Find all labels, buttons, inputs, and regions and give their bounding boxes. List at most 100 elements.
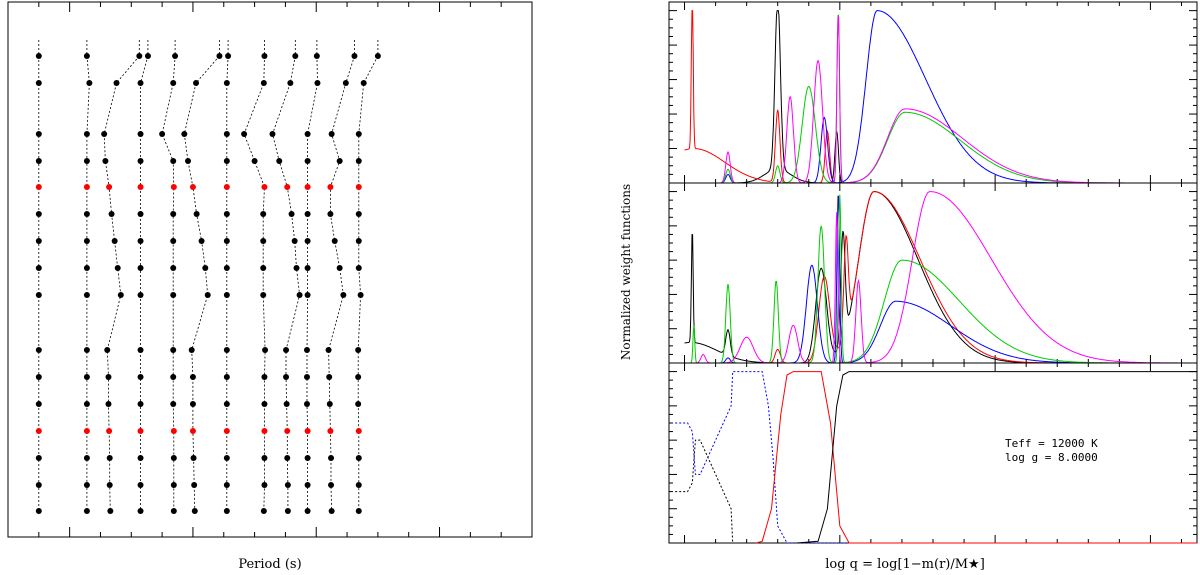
period-dot xyxy=(137,508,144,514)
period-dot xyxy=(276,158,283,164)
period-dot xyxy=(336,265,343,271)
period-dot xyxy=(181,131,188,137)
period-dot xyxy=(325,347,332,353)
left-x-ticks xyxy=(7,2,502,537)
period-dot xyxy=(170,508,177,514)
period-dot xyxy=(314,80,321,86)
period-dot xyxy=(355,238,362,244)
period-dot xyxy=(304,211,311,217)
ref-period-dot xyxy=(261,428,268,434)
mode-11-connector xyxy=(328,40,355,512)
period-dot xyxy=(107,508,114,514)
period-dot xyxy=(223,347,230,353)
period-dot xyxy=(283,401,290,407)
abundance-profile-curve xyxy=(755,371,1197,544)
period-dot xyxy=(83,53,90,59)
period-dot xyxy=(223,401,230,407)
ref-period-dot xyxy=(284,184,291,190)
period-dot xyxy=(223,211,230,217)
period-dot xyxy=(105,401,112,407)
mode-12-connector xyxy=(357,40,379,511)
ref-period-dot xyxy=(223,428,230,434)
period-dot xyxy=(83,508,90,514)
period-dot xyxy=(170,265,177,271)
period-dot xyxy=(137,131,144,137)
period-dot xyxy=(170,158,177,164)
period-dot xyxy=(83,292,90,298)
period-dot xyxy=(241,131,248,137)
ref-period-dot xyxy=(304,428,311,434)
period-dot xyxy=(260,211,267,217)
period-dot xyxy=(83,347,90,353)
mode-7-connector xyxy=(226,40,229,511)
period-dot xyxy=(191,508,198,514)
weight-function-curve xyxy=(684,10,1197,184)
period-dot xyxy=(262,347,269,353)
period-dot xyxy=(355,508,362,514)
period-dot xyxy=(102,158,109,164)
period-dot xyxy=(328,482,335,488)
period-dot xyxy=(35,508,42,514)
period-dot xyxy=(355,482,362,488)
period-dot xyxy=(260,292,267,298)
right-y-axis-label: Normalized weight functions xyxy=(619,184,633,360)
ref-period-dot xyxy=(189,184,196,190)
left-period-chart: Period (s) xyxy=(7,1,533,572)
period-dot xyxy=(296,292,303,298)
period-dot xyxy=(261,53,268,59)
left-plot-frame xyxy=(7,1,533,538)
period-dot xyxy=(261,401,268,407)
ref-period-dot xyxy=(304,184,311,190)
period-dot xyxy=(114,265,121,271)
abundance-profile-curve xyxy=(675,439,1197,544)
ref-period-dot xyxy=(137,428,144,434)
period-dot xyxy=(304,292,311,298)
period-dot xyxy=(35,265,42,271)
period-dot xyxy=(137,455,144,461)
weight-function-curve xyxy=(684,10,1197,184)
period-dot xyxy=(117,292,124,298)
period-dot xyxy=(170,482,177,488)
period-dot xyxy=(35,455,42,461)
period-dot xyxy=(189,374,196,380)
period-dot xyxy=(35,374,42,380)
period-dot xyxy=(137,158,144,164)
ref-period-dot xyxy=(189,428,196,434)
period-dot xyxy=(101,131,108,137)
ref-period-dot xyxy=(106,184,113,190)
period-dot xyxy=(106,482,113,488)
period-dot xyxy=(137,347,144,353)
weight-function-curve xyxy=(684,194,1197,364)
period-dot xyxy=(355,401,362,407)
period-dot xyxy=(35,347,42,353)
period-dot xyxy=(137,482,144,488)
period-dot xyxy=(170,211,177,217)
period-dot xyxy=(288,211,295,217)
period-dot xyxy=(283,374,290,380)
period-dot xyxy=(260,238,267,244)
period-dot xyxy=(144,53,151,59)
weight-function-curve xyxy=(684,191,1197,364)
period-dot xyxy=(170,347,177,353)
teff-annotation: Teff = 12000 K xyxy=(1005,437,1098,450)
weight-function-curve xyxy=(684,14,1197,184)
period-dot xyxy=(35,292,42,298)
period-dot xyxy=(170,455,177,461)
period-dot xyxy=(326,401,333,407)
period-dot xyxy=(326,374,333,380)
period-dot xyxy=(204,292,211,298)
period-dot xyxy=(328,131,335,137)
mode-9-connector xyxy=(272,40,301,511)
period-dot xyxy=(35,131,42,137)
period-dot xyxy=(83,482,90,488)
ref-period-dot xyxy=(35,428,42,434)
period-dot xyxy=(83,374,90,380)
period-dot xyxy=(284,482,291,488)
period-dot xyxy=(223,374,230,380)
ref-period-dot xyxy=(223,184,230,190)
period-dot xyxy=(328,455,335,461)
ref-period-dot xyxy=(170,428,177,434)
right-x-axis-label: log q = log[1−m(r)/M★] xyxy=(825,557,985,572)
ref-period-dot xyxy=(327,428,334,434)
